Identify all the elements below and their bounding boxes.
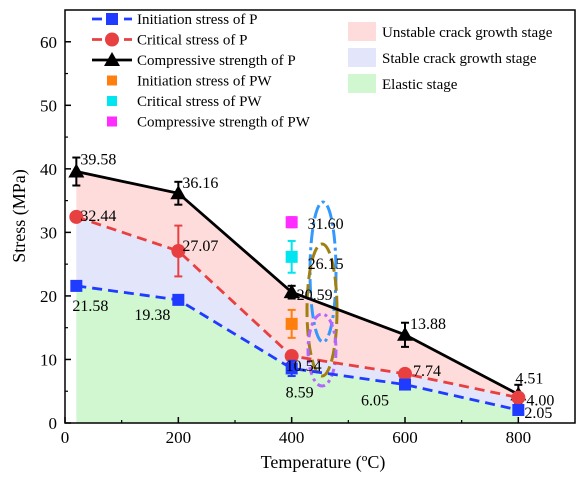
y-tick-label: 50 xyxy=(40,96,57,115)
compressive-value-label: 4.51 xyxy=(515,370,543,387)
y-tick-label: 10 xyxy=(40,350,57,369)
legend-critical-marker xyxy=(105,32,119,47)
initiation-value-label: 6.05 xyxy=(361,393,389,410)
critical-point-2 xyxy=(284,349,299,364)
legend-pw_compressive-label: Compressive strength of PW xyxy=(137,115,311,131)
x-tick-label: 200 xyxy=(166,428,192,447)
pw-compressive-ellipse xyxy=(308,200,338,344)
legend-pw_compressive-marker xyxy=(107,116,117,127)
y-tick-label: 60 xyxy=(40,33,57,52)
pw_compressive-point xyxy=(285,216,298,229)
initiation-point-3 xyxy=(399,378,411,391)
x-tick-label: 800 xyxy=(506,428,532,447)
compressive-value-label: 20.59 xyxy=(297,287,333,304)
initiation-point-0 xyxy=(70,279,83,292)
plot-frame xyxy=(64,9,576,424)
critical-value-label: 10.54 xyxy=(286,358,322,375)
initiation-point-4 xyxy=(512,403,525,416)
initiation-value-label: 2.05 xyxy=(524,405,552,422)
legend-compressive-marker xyxy=(104,52,120,66)
legend: Initiation stress of P Critical stress of… xyxy=(92,12,553,131)
critical-value-label: 7.74 xyxy=(413,363,441,380)
critical-value-label: 4.00 xyxy=(526,393,554,410)
compressive-point-1 xyxy=(170,185,187,200)
legend-elastic_fill-label: Elastic stage xyxy=(382,77,458,93)
initiation-value-label: 8.59 xyxy=(286,384,314,401)
legend-elastic_fill-swatch xyxy=(348,74,376,93)
x-ticks: 0 200 400 600 800 xyxy=(61,417,531,447)
compressive-value-label: 13.88 xyxy=(410,316,446,333)
legend-unstable_fill-label: Unstable crack growth stage xyxy=(382,25,553,41)
critical-point-4 xyxy=(511,390,526,405)
initiation-point-1 xyxy=(172,293,185,306)
initiation-point-2 xyxy=(285,362,298,375)
legend-pw_critical-marker xyxy=(107,96,117,106)
legend-initiation-label: Initiation stress of P xyxy=(137,12,257,28)
legend-stable_fill-label: Stable crack growth stage xyxy=(382,51,537,67)
pw_initiation-point xyxy=(285,317,298,330)
compressive-point-3 xyxy=(397,326,413,341)
pw_critical-point xyxy=(285,250,298,263)
y-tick-label: 0 xyxy=(49,414,58,433)
pw_compressive-value-label: 31.60 xyxy=(308,216,344,233)
x-axis-title: Temperature (ºC) xyxy=(261,452,386,473)
pw-initiation-ellipse xyxy=(306,312,338,388)
series-points xyxy=(68,156,527,416)
compressive-value-label: 39.58 xyxy=(80,152,116,169)
y-ticks: 0 10 20 30 40 50 60 xyxy=(40,33,71,433)
critical-value-label: 27.07 xyxy=(182,238,218,255)
compressive-point-0 xyxy=(68,163,85,178)
legend-critical-label: Critical stress of P xyxy=(137,33,247,49)
pw_critical-value-label: 26.15 xyxy=(308,256,344,273)
unstable-region xyxy=(76,171,519,398)
data-labels: 39.58 36.16 20.59 13.88 4.51 32.44 27.07 10.54 7… xyxy=(72,152,554,422)
initiation-value-label: 21.58 xyxy=(72,298,108,315)
legend-pw_initiation-label: Initiation stress of PW xyxy=(137,74,272,90)
legend-unstable_fill-swatch xyxy=(348,22,376,41)
axes xyxy=(64,9,576,424)
x-tick-label: 0 xyxy=(61,428,70,447)
y-tick-label: 30 xyxy=(40,223,57,242)
critical-point-0 xyxy=(69,209,84,224)
y-tick-label: 20 xyxy=(40,287,57,306)
y-tick-label: 40 xyxy=(40,160,57,179)
compressive-value-label: 36.16 xyxy=(182,175,218,192)
x-tick-label: 400 xyxy=(279,428,305,447)
stable-region xyxy=(76,216,519,410)
y-axis-title: Stress (MPa) xyxy=(9,169,30,263)
critical-value-label: 32.44 xyxy=(80,208,116,225)
x-tick-label: 600 xyxy=(392,428,418,447)
legend-compressive-label: Compressive strength of P xyxy=(137,53,296,69)
critical-point-1 xyxy=(171,244,186,259)
legend-pw_critical-label: Critical stress of PW xyxy=(137,94,262,110)
legend-initiation-marker xyxy=(106,13,118,25)
legend-stable_fill-swatch xyxy=(348,48,376,67)
initiation-value-label: 19.38 xyxy=(134,307,170,324)
compressive-point-2 xyxy=(283,284,300,299)
legend-pw_initiation-marker xyxy=(107,75,117,86)
initiation-line xyxy=(76,284,519,412)
critical-point-3 xyxy=(398,366,412,381)
